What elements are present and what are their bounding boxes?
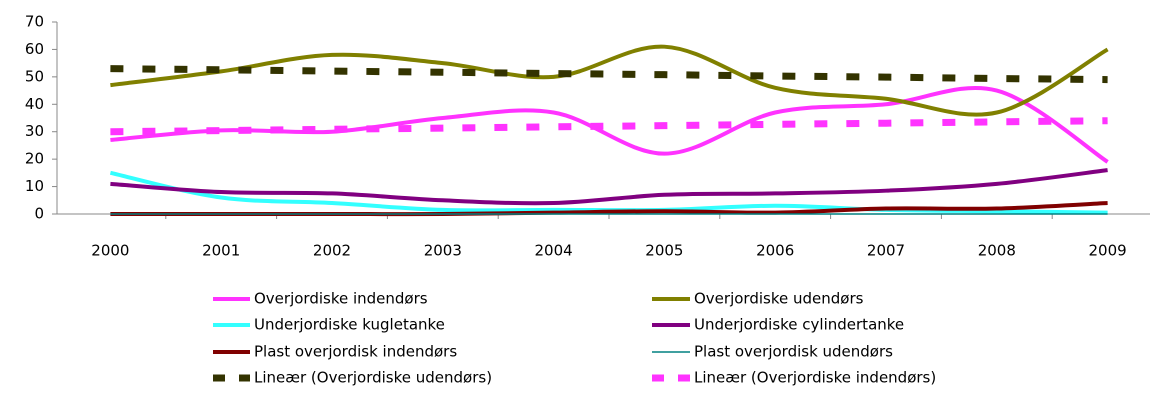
x-tick-label: 2000 (91, 242, 129, 260)
x-tick-label: 2004 (535, 242, 573, 260)
legend-label: Plast overjordisk indendørs (254, 343, 457, 361)
x-tick-label: 2007 (867, 242, 905, 260)
legend-label: Overjordiske indendørs (254, 290, 428, 308)
legend-label: Underjordiske kugletanke (254, 316, 445, 334)
x-tick-label: 2002 (313, 242, 351, 260)
y-tick-label: 30 (25, 122, 44, 140)
y-tick-label: 60 (25, 40, 44, 58)
legend-label: Plast overjordisk udendørs (694, 343, 893, 361)
x-tick-label: 2003 (424, 242, 462, 260)
y-tick-label: 50 (25, 67, 44, 85)
y-tick-label: 0 (34, 205, 44, 223)
x-tick-label: 2001 (202, 242, 240, 260)
series-line (110, 85, 1109, 164)
x-tick-label: 2006 (756, 242, 794, 260)
y-tick-label: 70 (25, 13, 44, 31)
series-line (110, 44, 1109, 117)
y-tick-label: 10 (25, 177, 44, 195)
y-tick-label: 20 (25, 150, 44, 168)
x-tick-label: 2005 (645, 242, 683, 260)
trend-line (110, 117, 1108, 136)
legend-label: Lineær (Overjordiske indendørs) (694, 369, 936, 387)
y-tick-label: 40 (25, 95, 44, 113)
legend-label: Lineær (Overjordiske udendørs) (254, 369, 492, 387)
x-tick-label: 2008 (978, 242, 1016, 260)
trend-line (110, 65, 1108, 84)
series-line (110, 168, 1108, 206)
legend-label: Underjordiske cylindertanke (694, 316, 904, 334)
legend-label: Overjordiske udendørs (694, 290, 864, 308)
x-tick-label: 2009 (1089, 242, 1127, 260)
